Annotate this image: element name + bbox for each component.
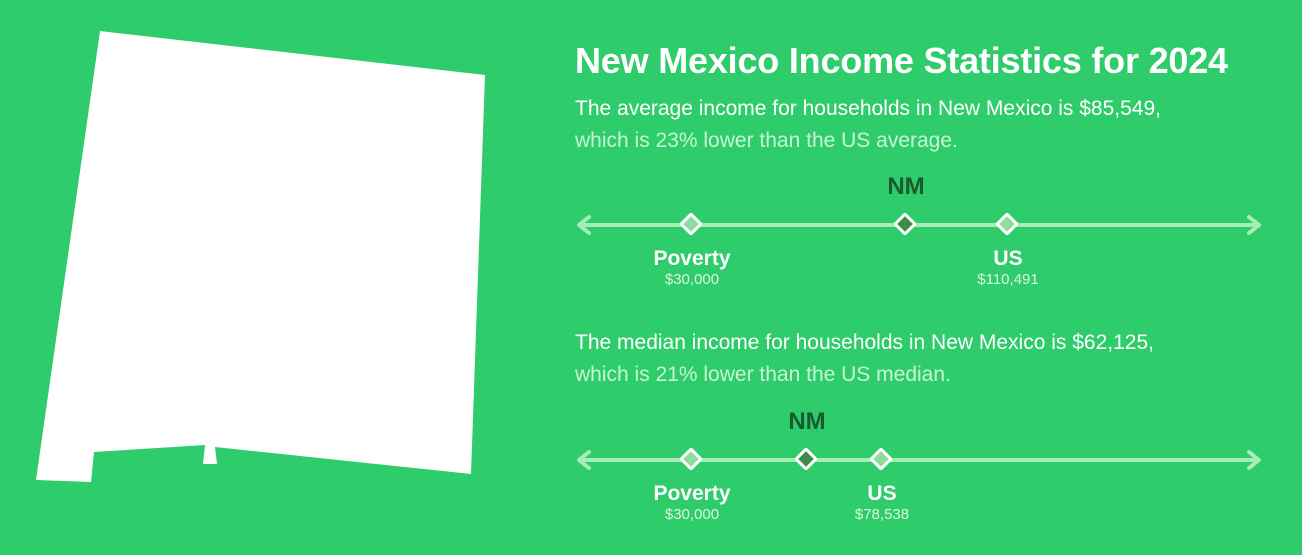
median-income-line1: The median income for households in New … (575, 331, 1154, 354)
average-income-line1: The average income for households in New… (575, 97, 1161, 120)
median-income-scale: Poverty $30,000 NM US $78,538 (575, 405, 1265, 523)
poverty-diamond-icon (680, 448, 702, 470)
page-title: New Mexico Income Statistics for 2024 (575, 40, 1228, 81)
average-poverty-label: Poverty $30,000 (653, 247, 731, 288)
median-us-label: US $78,538 (854, 482, 910, 523)
average-income-scale: Poverty $30,000 NM US $110,491 (575, 170, 1265, 288)
average-us-label: US $110,491 (977, 247, 1039, 288)
median-state-label: NM (788, 408, 826, 435)
average-income-line2: which is 23% lower than the US average. (575, 129, 958, 152)
average-income-text: The average income for households in New… (575, 93, 1161, 157)
state-diamond-icon (795, 448, 817, 470)
state-diamond-icon (894, 213, 916, 235)
poverty-diamond-icon (680, 213, 702, 235)
median-income-line2: which is 21% lower than the US median. (575, 363, 951, 386)
median-income-text: The median income for households in New … (575, 327, 1154, 391)
us-diamond-icon (996, 213, 1018, 235)
new-mexico-map (36, 31, 485, 482)
average-state-label: NM (887, 173, 925, 200)
median-poverty-label: Poverty $30,000 (653, 482, 731, 523)
us-diamond-icon (870, 448, 892, 470)
